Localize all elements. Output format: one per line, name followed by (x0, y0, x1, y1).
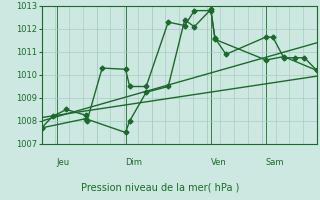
Text: Ven: Ven (211, 158, 227, 167)
Text: Sam: Sam (266, 158, 284, 167)
Text: Jeu: Jeu (57, 158, 70, 167)
Text: Dim: Dim (125, 158, 142, 167)
Text: Pression niveau de la mer( hPa ): Pression niveau de la mer( hPa ) (81, 182, 239, 192)
